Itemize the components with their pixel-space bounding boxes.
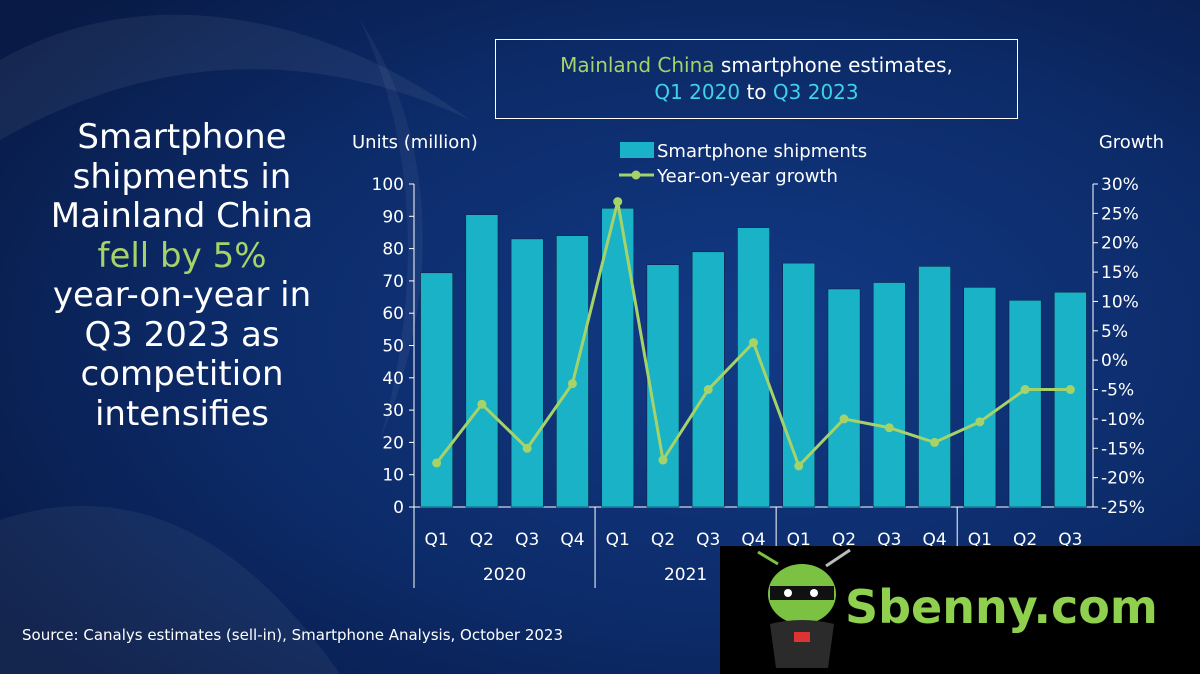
x-tick-label: Q4 bbox=[922, 530, 946, 550]
shipment-bar bbox=[827, 288, 861, 508]
headline: Smartphone shipments in Mainland China f… bbox=[22, 117, 342, 434]
right-axis-tick-label: 20% bbox=[1101, 234, 1139, 254]
shipment-bar bbox=[918, 266, 951, 508]
growth-point bbox=[1020, 385, 1030, 395]
shipment-bar bbox=[737, 227, 770, 508]
right-axis-tick-label: 5% bbox=[1101, 322, 1128, 342]
x-tick-label: Q3 bbox=[515, 530, 539, 550]
growth-point bbox=[975, 417, 985, 427]
shipment-bar bbox=[420, 272, 453, 508]
right-axis-tick-label: -10% bbox=[1101, 410, 1145, 430]
headline-line: competition bbox=[80, 354, 284, 394]
growth-point bbox=[794, 461, 804, 471]
shipment-bar bbox=[465, 214, 499, 508]
x-year-label: 2021 bbox=[664, 565, 707, 585]
right-axis-tick-label: -25% bbox=[1101, 498, 1145, 518]
watermark-banner bbox=[720, 546, 1200, 674]
legend-bar-label: Smartphone shipments bbox=[657, 141, 867, 162]
growth-point bbox=[477, 399, 487, 409]
shipment-bar bbox=[782, 262, 816, 508]
title-end-period: Q3 2023 bbox=[772, 80, 859, 104]
shipment-bar bbox=[872, 282, 906, 508]
left-axis-tick-label: 20 bbox=[382, 433, 404, 453]
headline-line: year-on-year in bbox=[52, 275, 312, 315]
x-tick-label: Q2 bbox=[651, 530, 675, 550]
left-axis-tick-label: 10 bbox=[382, 466, 404, 486]
left-axis-tick-label: 90 bbox=[382, 207, 404, 227]
headline-line: Mainland China bbox=[50, 196, 314, 236]
legend-bar-swatch bbox=[620, 142, 654, 158]
title-region: Mainland China bbox=[560, 53, 715, 77]
x-tick-label: Q1 bbox=[606, 530, 630, 550]
headline-highlight: fell by 5% bbox=[97, 235, 267, 276]
x-tick-label: Q4 bbox=[741, 530, 765, 550]
growth-point bbox=[613, 197, 623, 207]
x-tick-label: Q3 bbox=[696, 530, 720, 550]
legend-line-label: Year-on-year growth bbox=[656, 166, 838, 187]
title-connector: to bbox=[740, 80, 773, 104]
left-axis-tick-label: 30 bbox=[382, 401, 404, 421]
growth-point bbox=[658, 455, 668, 465]
right-axis-tick-label: -20% bbox=[1101, 469, 1145, 489]
x-tick-label: Q4 bbox=[560, 530, 584, 550]
headline-line: Q3 2023 as bbox=[84, 314, 280, 355]
watermark-text: Sbenny.com bbox=[845, 580, 1158, 634]
left-axis-tick-label: 0 bbox=[393, 498, 404, 518]
growth-point bbox=[839, 414, 849, 424]
chart-title-box: Mainland China smartphone estimates, Q1 … bbox=[495, 39, 1018, 119]
right-axis-tick-label: -5% bbox=[1101, 381, 1134, 401]
headline-line: intensifies bbox=[94, 393, 269, 434]
shipment-bar bbox=[1008, 300, 1042, 508]
growth-point bbox=[884, 423, 894, 433]
x-tick-label: Q1 bbox=[425, 530, 449, 550]
source-note: Source: Canalys estimates (sell-in), Sma… bbox=[22, 626, 564, 644]
shipment-bar bbox=[510, 238, 544, 508]
legend-line-marker bbox=[631, 170, 641, 180]
left-axis-tick-label: 100 bbox=[372, 175, 404, 195]
headline-line: Smartphone bbox=[77, 117, 287, 157]
right-axis-tick-label: -15% bbox=[1101, 439, 1145, 459]
growth-point bbox=[567, 379, 577, 389]
left-axis-tick-label: 50 bbox=[382, 337, 404, 357]
shipment-bar bbox=[646, 264, 680, 508]
right-axis-tick-label: 30% bbox=[1101, 175, 1139, 195]
right-axis-tick-label: 10% bbox=[1101, 292, 1139, 312]
left-axis-title: Units (million) bbox=[352, 132, 478, 153]
right-axis-tick-label: 25% bbox=[1101, 204, 1139, 224]
x-year-label: 2020 bbox=[483, 565, 526, 585]
x-tick-label: Q2 bbox=[832, 530, 856, 550]
title-text: smartphone estimates, bbox=[714, 53, 953, 77]
x-tick-label: Q3 bbox=[877, 530, 901, 550]
left-axis-tick-label: 40 bbox=[382, 369, 404, 389]
shipment-bar bbox=[963, 287, 997, 508]
x-tick-label: Q1 bbox=[787, 530, 811, 550]
shipment-bar bbox=[1054, 291, 1087, 508]
shipment-bar bbox=[556, 235, 589, 508]
left-axis-tick-label: 80 bbox=[382, 240, 404, 260]
right-axis-tick-label: 15% bbox=[1101, 263, 1139, 283]
right-axis-tick-label: 0% bbox=[1101, 351, 1128, 371]
x-tick-label: Q2 bbox=[470, 530, 494, 550]
right-axis-title: Growth bbox=[1099, 132, 1164, 153]
growth-point bbox=[522, 443, 532, 453]
growth-point bbox=[930, 437, 940, 447]
x-tick-label: Q3 bbox=[1058, 530, 1082, 550]
title-start-period: Q1 2020 bbox=[654, 80, 741, 104]
left-axis-tick-label: 70 bbox=[382, 272, 404, 292]
growth-point bbox=[432, 458, 442, 468]
growth-point bbox=[703, 385, 713, 395]
android-ninja-mascot-icon bbox=[757, 548, 851, 668]
x-tick-label: Q2 bbox=[1013, 530, 1037, 550]
growth-point bbox=[1065, 385, 1075, 395]
growth-point bbox=[749, 338, 758, 348]
left-axis-tick-label: 60 bbox=[382, 304, 404, 324]
headline-line: shipments in bbox=[72, 156, 292, 197]
x-tick-label: Q1 bbox=[968, 530, 992, 550]
